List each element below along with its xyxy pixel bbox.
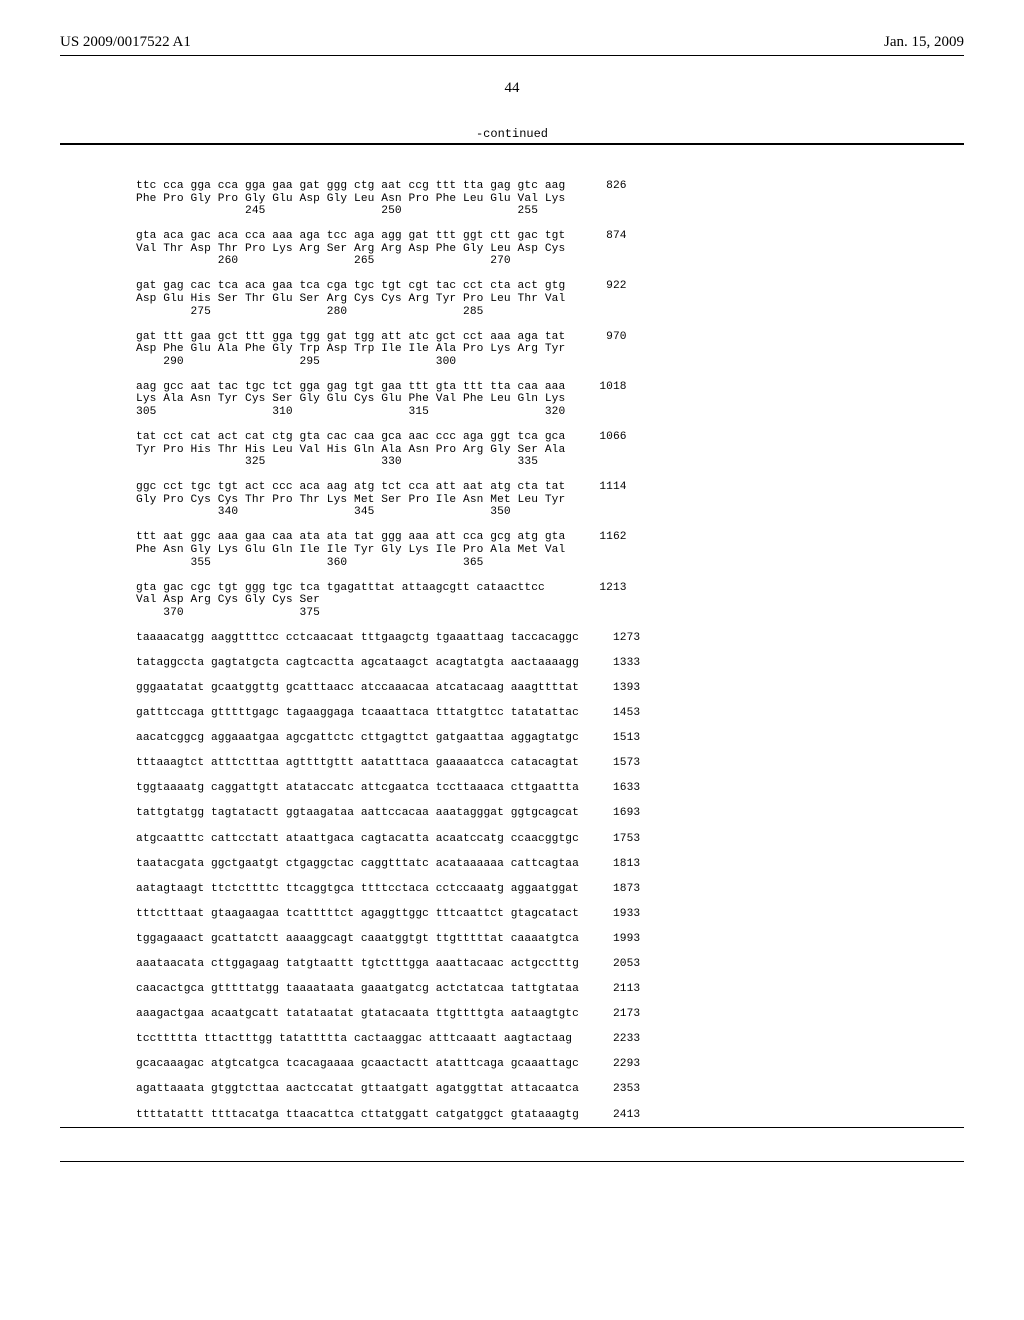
sequence-text: ttc cca gga cca gga gaa gat ggg ctg aat … — [60, 180, 964, 1128]
page-container: US 2009/0017522 A1 Jan. 15, 2009 44 -con… — [0, 0, 1024, 1320]
publication-date: Jan. 15, 2009 — [884, 34, 964, 51]
header-rule — [60, 55, 964, 56]
publication-number: US 2009/0017522 A1 — [60, 34, 191, 51]
page-header: US 2009/0017522 A1 Jan. 15, 2009 — [60, 34, 964, 51]
page-number: 44 — [60, 80, 964, 97]
continued-label: -continued — [60, 127, 964, 141]
sequence-block: ttc cca gga cca gga gaa gat ggg ctg aat … — [60, 143, 964, 1162]
